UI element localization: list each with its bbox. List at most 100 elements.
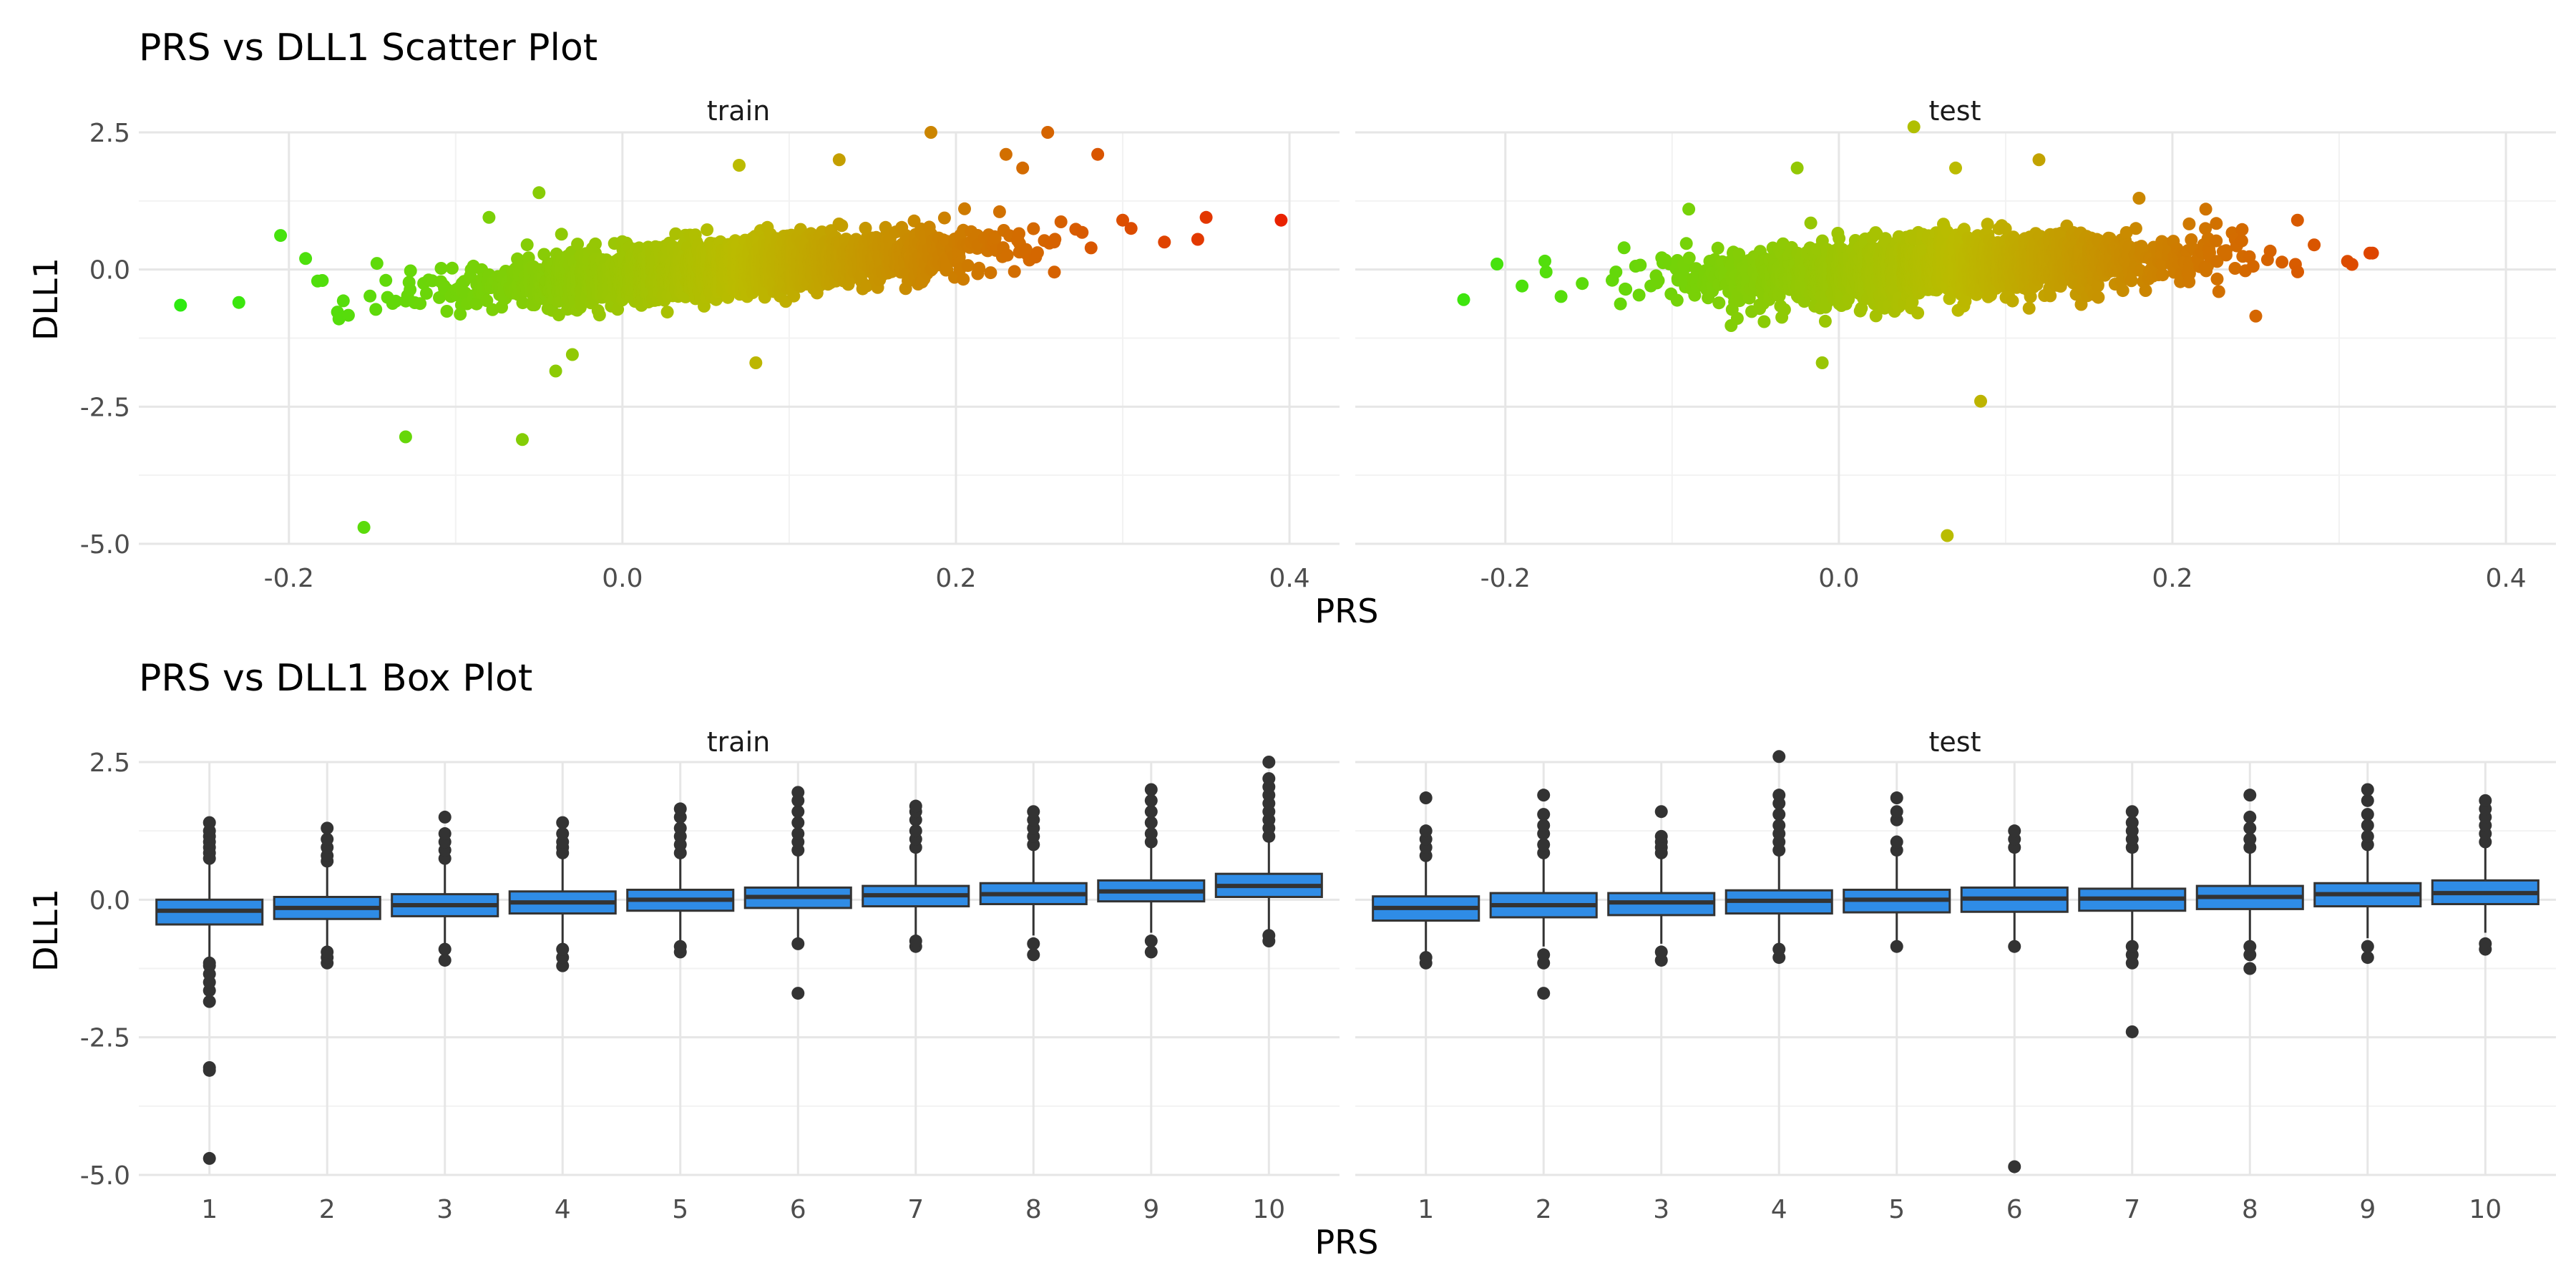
scatter-point <box>357 521 371 534</box>
scatter-train-points <box>174 126 1288 534</box>
scatter-point <box>924 126 937 139</box>
scatter-point <box>972 261 986 275</box>
scatter-point <box>1679 237 1693 250</box>
scatter-point <box>1091 147 1105 161</box>
scatter-point <box>299 252 313 265</box>
scatter-point <box>1790 161 1804 175</box>
scatter-point <box>1199 210 1213 224</box>
scatter-point <box>1054 215 1068 228</box>
scatter-point <box>1652 274 1665 288</box>
scatter-point <box>364 289 377 303</box>
scatter-point <box>516 433 529 447</box>
scatter-point <box>957 273 970 286</box>
scatter-point <box>232 296 245 309</box>
scatter-point <box>1158 235 1171 249</box>
scatter-point <box>1730 312 1744 325</box>
scatter-point <box>1712 296 1726 310</box>
scatter-point <box>1815 356 1829 369</box>
scatter-point <box>520 238 534 252</box>
scatter-point <box>1041 126 1055 139</box>
scatter-point <box>660 306 674 319</box>
scatter-point <box>434 262 448 275</box>
scatter-strip-test: test <box>1929 95 1981 127</box>
scatter-point <box>1632 288 1646 302</box>
scatter-point <box>370 257 384 270</box>
scatter-title: PRS vs DLL1 Scatter Plot <box>139 26 597 69</box>
scatter-point <box>1609 265 1623 279</box>
scatter-point <box>1516 279 1529 293</box>
scatter-point <box>1457 293 1470 306</box>
scatter-point <box>1491 258 1504 270</box>
scatter-point <box>482 210 496 224</box>
scatter-point <box>701 223 714 237</box>
scatter-point <box>1818 314 1832 328</box>
scatter-point <box>404 283 417 296</box>
scatter-point <box>1974 394 1987 408</box>
scatter-point <box>592 308 606 322</box>
scatter-point <box>749 356 763 369</box>
scatter-point <box>1804 216 1818 230</box>
scatter-point <box>832 153 846 167</box>
scatter-point <box>1907 120 1921 134</box>
scatter-point <box>1030 246 1044 260</box>
scatter-point <box>565 348 579 361</box>
scatter-point <box>1911 306 1925 320</box>
scatter-point <box>984 266 997 280</box>
scatter-point <box>470 297 483 311</box>
scatter-point <box>1634 258 1647 272</box>
scatter-point <box>1084 241 1098 255</box>
scatter-point <box>733 159 746 172</box>
scatter-point <box>1554 290 1568 303</box>
scatter-point <box>1539 265 1553 278</box>
scatter-point <box>316 274 329 287</box>
scatter-point <box>445 261 459 275</box>
scatter-point <box>589 237 602 250</box>
scatter-point <box>937 211 951 225</box>
scatter-point <box>1949 161 1962 175</box>
scatter-point <box>1682 203 1696 216</box>
scatter-point <box>1027 222 1040 235</box>
scatter-point <box>835 219 849 233</box>
scatter-strip-train: train <box>707 95 770 127</box>
scatter-test-grid <box>1355 131 2556 545</box>
scatter-point <box>1619 283 1633 296</box>
scatter-point <box>414 297 427 311</box>
scatter-point <box>555 228 568 241</box>
scatter-point <box>1777 303 1791 316</box>
scatter-point <box>1048 265 1061 279</box>
scatter-point <box>399 430 412 444</box>
scatter-point <box>369 303 383 316</box>
scatter-point <box>341 308 355 322</box>
scatter-point <box>174 298 187 312</box>
scatter-point <box>1576 277 1589 291</box>
scatter-point <box>1048 233 1062 246</box>
scatter-train-grid <box>139 131 1340 545</box>
scatter-point <box>992 205 1006 218</box>
scatter-point <box>1124 222 1138 235</box>
scatter-point <box>1191 233 1204 246</box>
scatter-point <box>669 227 683 240</box>
scatter-point <box>404 264 417 278</box>
scatter-point <box>532 186 546 200</box>
scatter-point <box>1941 529 1954 542</box>
scatter-point <box>1075 225 1089 239</box>
scatter-point <box>1000 248 1014 262</box>
scatter-point <box>999 147 1013 161</box>
scatter-point <box>379 273 393 287</box>
scatter-point <box>274 229 288 243</box>
scatter-point <box>1274 213 1288 227</box>
scatter-point <box>1008 265 1021 278</box>
scatter-point <box>1617 241 1631 255</box>
scatter-point <box>516 296 530 310</box>
scatter-point <box>389 294 402 308</box>
scatter-point <box>1711 241 1724 255</box>
scatter-point <box>1016 161 1030 175</box>
scatter-point <box>419 286 433 300</box>
scatter-point <box>549 364 562 378</box>
scatter-point <box>1757 315 1771 328</box>
scatter-point <box>336 294 350 308</box>
scatter-point <box>440 305 454 318</box>
scatter-point <box>1670 293 1684 307</box>
